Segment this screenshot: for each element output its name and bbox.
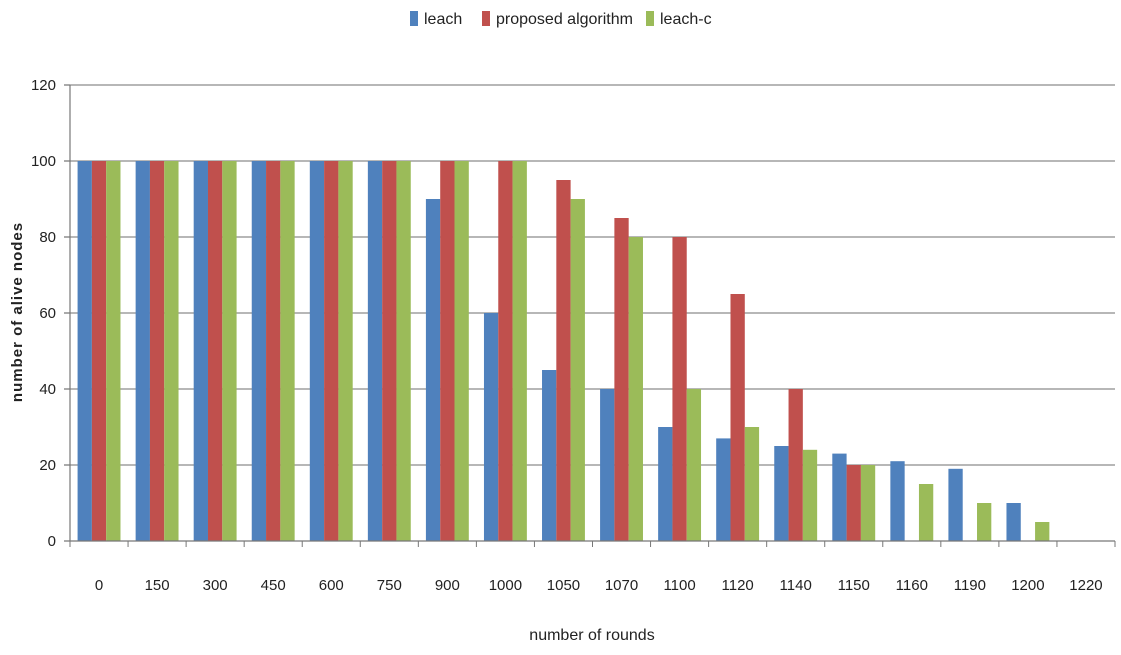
bar-proposed-algorithm	[556, 180, 571, 541]
axes	[69, 85, 1116, 547]
y-tick-labels: 0 20 40 60 80 100 120	[31, 77, 56, 550]
x-tick-label: 300	[203, 577, 228, 594]
x-tick-label: 1120	[722, 577, 754, 594]
gridlines	[64, 84, 1115, 542]
bar-proposed-algorithm	[788, 389, 803, 541]
bar-leach-c	[686, 389, 702, 541]
bar-leach	[135, 161, 150, 541]
legend-swatch	[482, 11, 490, 26]
x-tick-label: 1220	[1069, 577, 1102, 594]
bar-leach-c	[106, 161, 121, 541]
legend-label: leach-c	[660, 11, 712, 28]
bar-leach	[425, 199, 441, 541]
y-axis-label: number of alive nodes	[9, 222, 26, 402]
x-tick-label: 1200	[1011, 577, 1044, 594]
bar-leach-c	[280, 161, 295, 541]
bar-leach	[658, 427, 673, 541]
legend-label: proposed algorithm	[496, 11, 633, 28]
bar-leach	[542, 370, 557, 541]
bar-leach-c	[222, 161, 237, 541]
bar-leach	[193, 161, 208, 541]
x-axis-label: number of rounds	[529, 627, 654, 644]
bar-proposed-algorithm	[498, 161, 513, 541]
bar-proposed-algorithm	[266, 161, 281, 541]
y-tick-label: 60	[39, 305, 56, 322]
bar-leach-c	[860, 465, 876, 541]
x-tick-label: 1070	[605, 577, 638, 594]
x-tick-label: 1140	[780, 577, 812, 594]
bar-leach-c	[164, 161, 179, 541]
bar-leach	[832, 453, 847, 541]
x-tick-label: 900	[435, 577, 460, 594]
bar-leach	[483, 313, 499, 541]
bar-leach	[716, 438, 731, 541]
x-tick-label: 0	[95, 577, 103, 594]
bar-leach	[774, 446, 789, 541]
x-tick-label: 1000	[489, 577, 522, 594]
bar-leach	[367, 161, 383, 541]
x-tick-label: 150	[145, 577, 170, 594]
bar-proposed-algorithm	[846, 465, 861, 541]
bar-proposed-algorithm	[207, 161, 223, 541]
bar-proposed-algorithm	[440, 161, 455, 541]
bar-proposed-algorithm	[149, 161, 165, 541]
y-tick-label: 100	[31, 153, 56, 170]
bar-proposed-algorithm	[614, 218, 629, 541]
bar-proposed-algorithm	[730, 294, 745, 541]
x-tick-label: 1050	[547, 577, 580, 594]
bar-leach-c	[628, 237, 643, 541]
x-tick-label: 600	[319, 577, 344, 594]
x-tick-label: 450	[261, 577, 286, 594]
y-tick-label: 80	[39, 229, 56, 246]
y-tick-label: 0	[48, 533, 56, 550]
bar-leach-c	[454, 161, 469, 541]
bar-leach	[77, 161, 92, 541]
bar-leach-c	[338, 161, 353, 541]
bar-proposed-algorithm	[672, 237, 687, 541]
x-tick-label: 1100	[663, 577, 695, 594]
x-tick-label: 1150	[838, 577, 870, 594]
bar-leach-c	[570, 199, 585, 541]
bar-proposed-algorithm	[382, 161, 397, 541]
bar-leach	[890, 461, 905, 541]
x-tick-label: 1190	[954, 577, 986, 594]
bar-leach	[948, 468, 963, 541]
legend-swatch	[646, 11, 654, 26]
bar-leach-c	[744, 427, 760, 541]
legend: leach proposed algorithm leach-c	[410, 11, 712, 28]
legend-label: leach	[424, 11, 462, 28]
bar-leach-c	[802, 449, 818, 541]
bar-leach-c	[396, 161, 411, 541]
bar-proposed-algorithm	[91, 161, 107, 541]
y-tick-label: 40	[39, 381, 56, 398]
x-tick-label: 1160	[896, 577, 928, 594]
bar-leach	[1006, 503, 1021, 541]
bar-leach	[309, 161, 325, 541]
x-tick-label: 750	[377, 577, 402, 594]
legend-swatch	[410, 11, 418, 26]
bar-leach	[600, 389, 615, 541]
bar-leach-c	[918, 484, 934, 541]
y-tick-label: 120	[31, 77, 56, 94]
y-tick-label: 20	[39, 457, 56, 474]
bar-leach-c	[1035, 522, 1050, 541]
bar-leach	[251, 161, 267, 541]
bars	[77, 161, 1050, 541]
bar-leach-c	[977, 503, 992, 541]
x-tick-labels: 0 150 300 450 600 750 900 1000 1050 1070 1100 1120 1…	[95, 577, 1103, 594]
bar-leach-c	[512, 161, 527, 541]
bar-proposed-algorithm	[324, 161, 339, 541]
